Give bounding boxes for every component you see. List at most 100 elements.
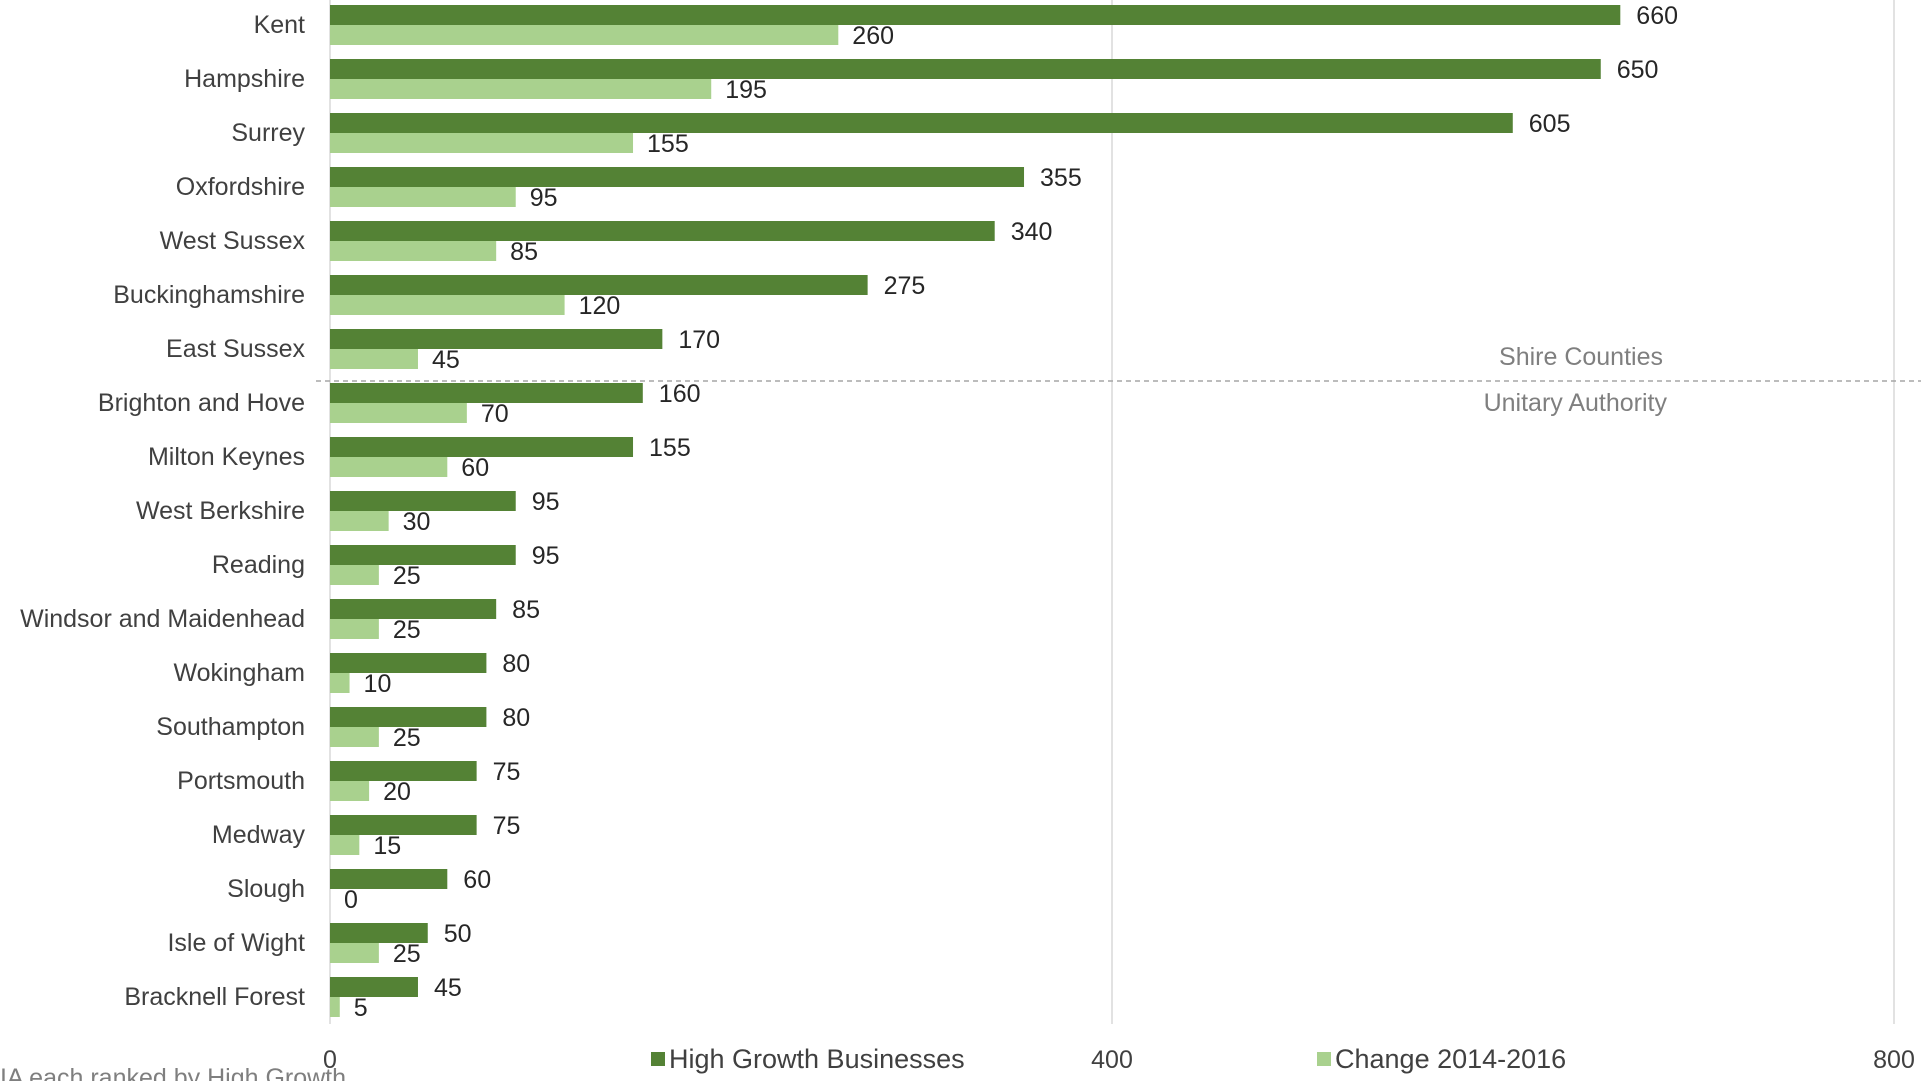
bar-change xyxy=(330,997,340,1017)
category-label: Brighton and Hove xyxy=(98,389,305,417)
bar-high-growth xyxy=(330,923,428,943)
bar-high-growth xyxy=(330,437,634,457)
category-label: Medway xyxy=(212,821,306,849)
bar-change xyxy=(330,403,467,423)
category-label: Kent xyxy=(254,11,305,39)
data-label-change: 25 xyxy=(393,562,421,590)
category-label: Bracknell Forest xyxy=(124,983,305,1011)
data-label-change: 25 xyxy=(393,724,421,752)
bar-high-growth xyxy=(330,977,418,997)
data-label-high-growth: 95 xyxy=(532,488,560,516)
data-label-high-growth: 650 xyxy=(1617,56,1659,84)
data-label-high-growth: 50 xyxy=(444,920,472,948)
data-label-high-growth: 355 xyxy=(1040,164,1082,192)
data-label-high-growth: 340 xyxy=(1011,218,1053,246)
bar-high-growth xyxy=(330,761,477,781)
bar-change xyxy=(330,943,379,963)
data-label-high-growth: 75 xyxy=(493,812,521,840)
bar-high-growth xyxy=(330,653,487,673)
data-label-change: 25 xyxy=(393,616,421,644)
data-label-change: 30 xyxy=(403,508,431,536)
footnote: IA each ranked by High Growth xyxy=(0,1064,346,1081)
category-label: Portsmouth xyxy=(177,767,305,795)
data-label-high-growth: 275 xyxy=(884,272,926,300)
bar-change xyxy=(330,25,839,45)
data-label-change: 15 xyxy=(373,832,401,860)
data-label-high-growth: 75 xyxy=(493,758,521,786)
bar-change xyxy=(330,565,379,585)
bar-change xyxy=(330,241,497,261)
category-label: Hampshire xyxy=(184,65,305,93)
data-label-high-growth: 170 xyxy=(678,326,720,354)
data-label-high-growth: 660 xyxy=(1636,2,1678,30)
bar-high-growth xyxy=(330,545,516,565)
bar-high-growth xyxy=(330,383,643,403)
bar-change xyxy=(330,727,379,747)
bar-change xyxy=(330,511,389,531)
data-label-high-growth: 605 xyxy=(1529,110,1571,138)
bar-change xyxy=(330,457,448,477)
data-label-high-growth: 80 xyxy=(502,650,530,678)
data-label-change: 60 xyxy=(461,454,489,482)
category-label: Buckinghamshire xyxy=(113,281,305,309)
legend-swatch-high-growth xyxy=(651,1052,665,1066)
data-label-change: 120 xyxy=(579,292,621,320)
category-label: Surrey xyxy=(231,119,305,147)
bar-high-growth xyxy=(330,5,1621,25)
data-label-change: 10 xyxy=(364,670,392,698)
data-label-change: 260 xyxy=(852,22,894,50)
category-label: Southampton xyxy=(156,713,305,741)
bar-high-growth xyxy=(330,59,1601,79)
data-label-change: 195 xyxy=(725,76,767,104)
legend-swatch-change xyxy=(1317,1052,1331,1066)
data-label-high-growth: 155 xyxy=(649,434,691,462)
category-label: Milton Keynes xyxy=(148,443,305,471)
bar-change xyxy=(330,79,712,99)
bar-high-growth xyxy=(330,815,477,835)
data-label-change: 25 xyxy=(393,940,421,968)
data-label-change: 20 xyxy=(383,778,411,806)
bar-change xyxy=(330,781,370,801)
data-label-change: 95 xyxy=(530,184,558,212)
category-label: West Berkshire xyxy=(136,497,305,525)
x-tick-label: 0 xyxy=(323,1046,337,1074)
bar-high-growth xyxy=(330,491,516,511)
bar-change xyxy=(330,295,565,315)
data-label-change: 70 xyxy=(481,400,509,428)
bar-high-growth xyxy=(330,869,448,889)
bar-high-growth xyxy=(330,707,487,727)
category-label: Isle of Wight xyxy=(167,929,305,957)
data-label-high-growth: 60 xyxy=(463,866,491,894)
data-label-change: 45 xyxy=(432,346,460,374)
legend-label-high-growth: High Growth Businesses xyxy=(669,1044,965,1074)
x-tick-label: 800 xyxy=(1873,1046,1915,1074)
data-label-high-growth: 85 xyxy=(512,596,540,624)
bar-change xyxy=(330,619,379,639)
data-label-change: 5 xyxy=(354,994,368,1022)
data-label-high-growth: 160 xyxy=(659,380,701,408)
data-label-high-growth: 95 xyxy=(532,542,560,570)
bar-high-growth xyxy=(330,221,995,241)
legend-label-change: Change 2014-2016 xyxy=(1335,1044,1566,1074)
bar-high-growth xyxy=(330,167,1025,187)
bar-high-growth xyxy=(330,599,497,619)
bar-change xyxy=(330,673,350,693)
bar-change xyxy=(330,133,634,153)
group-label-unitary: Unitary Authority xyxy=(1484,389,1668,417)
bar-change xyxy=(330,835,360,855)
data-label-change: 155 xyxy=(647,130,689,158)
category-label: Wokingham xyxy=(173,659,305,687)
category-label: Slough xyxy=(227,875,305,903)
bar-high-growth xyxy=(330,275,868,295)
group-label-shire: Shire Counties xyxy=(1499,343,1663,371)
category-label: East Sussex xyxy=(166,335,305,363)
data-label-change: 85 xyxy=(510,238,538,266)
data-label-change: 0 xyxy=(344,886,358,914)
category-label: West Sussex xyxy=(160,227,306,255)
bar-high-growth xyxy=(330,113,1513,133)
bar-change xyxy=(330,349,418,369)
x-tick-label: 400 xyxy=(1091,1046,1133,1074)
data-label-high-growth: 45 xyxy=(434,974,462,1002)
